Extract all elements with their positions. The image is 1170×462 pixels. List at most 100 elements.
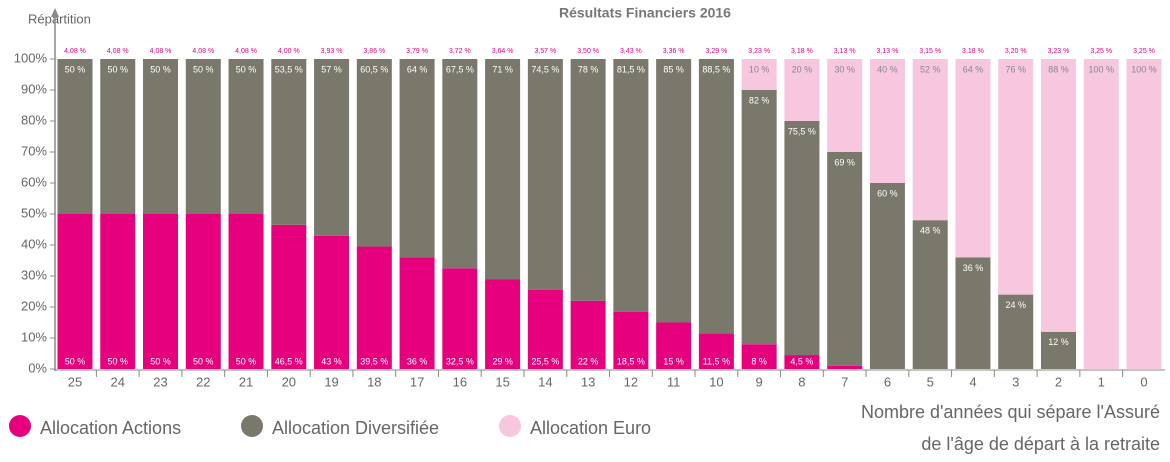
value-label: 12 % [1048, 337, 1069, 347]
value-label: 50 % [193, 64, 214, 74]
subtitle: Résultats Financiers 2016 [559, 5, 731, 21]
legend-marker [9, 415, 31, 437]
y-tick-label: 70% [21, 143, 47, 158]
value-label: 50 % [150, 356, 171, 366]
top-label: 3,18 % [791, 48, 813, 55]
y-tick-label: 20% [21, 298, 47, 313]
value-label: 50 % [150, 64, 171, 74]
bar-segment [784, 121, 820, 356]
value-label: 50 % [193, 356, 214, 366]
value-label: 10 % [749, 64, 770, 74]
bar-segment [955, 59, 991, 258]
value-label: 81,5 % [617, 64, 645, 74]
legend-label: Allocation Euro [530, 418, 651, 438]
value-label: 69 % [834, 157, 855, 167]
bar-segment [442, 59, 478, 269]
top-label: 3,13 % [834, 48, 856, 55]
bar-segment [485, 279, 521, 369]
bar-segment [698, 333, 734, 369]
y-tick-label: 40% [21, 236, 47, 251]
bar-segment [143, 59, 179, 214]
value-label: 39,5 % [360, 356, 388, 366]
bar-segment [869, 183, 905, 369]
value-label: 50 % [65, 64, 86, 74]
bar-segment [314, 59, 350, 236]
x-tick-label: 12 [624, 374, 638, 389]
value-label: 88 % [1048, 64, 1069, 74]
value-label: 11,5 % [703, 356, 730, 366]
value-label: 22 % [578, 356, 599, 366]
x-tick-label: 20 [282, 374, 296, 389]
bar-segment [185, 59, 221, 214]
bar-segment [527, 59, 563, 290]
y-tick-label: 90% [21, 81, 47, 96]
top-label: 3,15 % [919, 48, 941, 55]
value-label: 60 % [877, 188, 898, 198]
bar-segment [228, 59, 264, 214]
top-label: 3,86 % [363, 48, 385, 55]
legend-marker [499, 415, 521, 437]
top-label: 3,29 % [706, 48, 728, 55]
value-label: 29 % [492, 356, 513, 366]
bar-segment [998, 59, 1034, 295]
top-label: 3,50 % [577, 48, 599, 55]
value-label: 20 % [792, 64, 813, 74]
y-tick-label: 80% [21, 112, 47, 127]
value-label: 78 % [578, 64, 599, 74]
value-label: 57 % [321, 64, 342, 74]
bar-segment [613, 59, 649, 312]
top-label: 3,25 % [1090, 48, 1112, 55]
y-axis-arrow [51, 8, 59, 17]
bar-segment [57, 214, 93, 369]
bar-segment [827, 152, 863, 366]
value-label: 50 % [236, 356, 257, 366]
bar-segment [185, 214, 221, 369]
x-tick-label: 3 [1012, 374, 1019, 389]
bar-segment [741, 90, 777, 345]
value-label: 50 % [108, 64, 129, 74]
bar-segment [271, 59, 307, 225]
top-label: 3,72 % [449, 48, 471, 55]
value-label: 53,5 % [275, 64, 303, 74]
y-tick-label: 0% [28, 360, 47, 375]
value-label: 50 % [65, 356, 86, 366]
top-label: 3,64 % [492, 48, 514, 55]
value-label: 88,5 % [702, 64, 730, 74]
bar-segment [741, 344, 777, 369]
x-tick-label: 24 [111, 374, 125, 389]
value-label: 64 % [963, 64, 984, 74]
x-tick-label: 10 [709, 374, 723, 389]
value-label: 30 % [834, 64, 855, 74]
legend-marker [241, 415, 263, 437]
x-tick-label: 7 [841, 374, 848, 389]
y-tick-label: 100% [14, 50, 48, 65]
x-tick-label: 19 [324, 374, 338, 389]
bar-segment [485, 59, 521, 280]
value-label: 46,5 % [275, 356, 303, 366]
bar-segment [1126, 59, 1162, 369]
x-tick-label: 21 [239, 374, 253, 389]
value-label: 64 % [407, 64, 428, 74]
value-label: 50 % [236, 64, 257, 74]
x-tick-label: 22 [196, 374, 210, 389]
value-label: 40 % [877, 64, 898, 74]
x-tick-label: 16 [453, 374, 467, 389]
top-label: 3,18 % [962, 48, 984, 55]
legend-label: Allocation Actions [40, 418, 181, 438]
bar-segment [998, 294, 1034, 369]
top-label: 4,08 % [235, 48, 257, 55]
top-label: 3,20 % [1005, 48, 1027, 55]
value-label: 48 % [920, 226, 941, 236]
bar-segment [570, 300, 606, 369]
bar-segment [527, 289, 563, 369]
value-label: 8 % [751, 356, 767, 366]
bar-segment [271, 224, 307, 369]
x-tick-label: 4 [969, 374, 976, 389]
bar-segment [656, 322, 692, 369]
y-tick-label: 50% [21, 205, 47, 220]
bar-segment [100, 214, 136, 369]
y-tick-label: 60% [21, 174, 47, 189]
bar-segment [570, 59, 606, 301]
value-label: 74,5 % [531, 64, 559, 74]
